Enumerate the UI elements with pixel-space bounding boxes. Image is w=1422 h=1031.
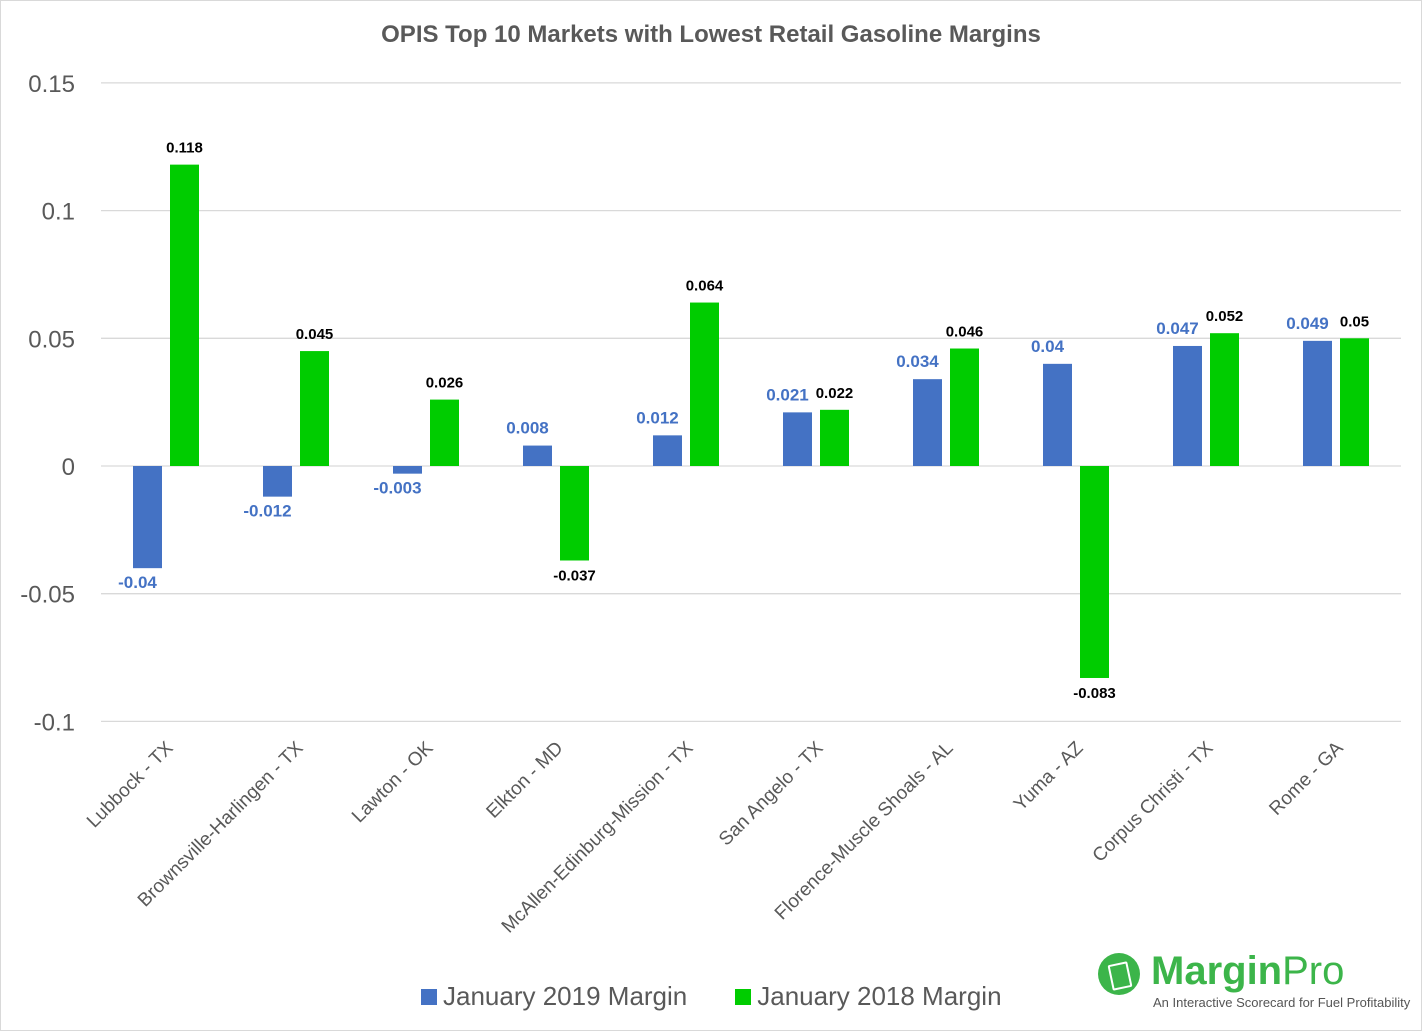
logo-name: MarginPro [1151,949,1345,993]
x-tick-label: Yuma - AZ [1010,737,1088,815]
data-label: 0.026 [426,375,464,392]
data-label: 0.064 [686,278,724,295]
bar-2019 [523,445,552,466]
y-tick-label: 0.1 [42,199,75,226]
data-label: 0.012 [636,408,679,427]
data-label: -0.012 [243,502,291,521]
data-label: 0.046 [946,324,984,341]
bar-2018 [1080,466,1109,678]
bar-2018 [560,466,589,561]
data-label: 0.04 [1031,337,1065,356]
x-tick-label: San Angelo - TX [715,737,828,850]
bar-2019 [393,466,422,474]
data-label: 0.022 [816,385,854,402]
x-tick-label: Lubbock - TX [83,737,178,832]
data-label: -0.083 [1073,685,1116,702]
x-tick-label: Lawton - OK [348,737,438,827]
legend-item-2018: January 2018 Margin [735,981,1002,1012]
data-label: 0.034 [896,352,939,371]
data-label: -0.037 [553,567,596,584]
bar-2018 [820,409,849,466]
x-tick-label: Corpus Christi - TX [1089,737,1218,866]
data-label: 0.118 [166,140,203,157]
legend-label: January 2018 Margin [757,981,1002,1011]
data-label: -0.003 [373,479,421,498]
logo-tagline: An Interactive Scorecard for Fuel Profit… [1153,995,1411,1010]
data-label: 0.047 [1156,319,1199,338]
y-tick-label: -0.05 [20,582,75,609]
money-icon [1098,953,1140,995]
bar-2018 [170,164,199,467]
bar-2018 [430,399,459,466]
data-label: 0.052 [1206,308,1244,325]
bar-2019 [783,412,812,466]
bar-2018 [1340,338,1369,466]
legend-label: January 2019 Margin [443,981,688,1011]
bar-2019 [1303,340,1332,466]
y-tick-label: -0.1 [34,709,75,736]
bar-2019 [913,379,942,466]
data-label: 0.021 [766,385,809,404]
bar-2018 [1210,333,1239,466]
y-tick-label: 0 [62,454,75,481]
chart-title: OPIS Top 10 Markets with Lowest Retail G… [381,21,1041,48]
data-label: -0.04 [118,573,157,592]
bar-2019 [263,466,292,497]
data-label: 0.008 [506,419,549,438]
legend: January 2019 Margin January 2018 Margin [421,981,1002,1012]
legend-swatch [735,988,752,1005]
bar-2019 [1173,345,1202,466]
bar-2019 [653,435,682,466]
data-label: 0.05 [1340,313,1369,330]
bar-2019 [133,466,162,569]
bar-2019 [1043,363,1072,466]
bar-2018 [300,351,329,466]
y-tick-label: 0.05 [28,326,75,353]
data-label: 0.045 [296,326,334,343]
y-tick-label: 0.15 [28,71,75,98]
bar-2018 [690,302,719,466]
marginpro-logo: MarginPro An Interactive Scorecard for F… [1096,949,1421,1019]
legend-item-2019: January 2019 Margin [421,981,687,1012]
x-tick-label: Rome - GA [1265,737,1347,819]
data-label: 0.049 [1286,314,1329,333]
legend-swatch [421,988,437,1005]
x-tick-label: Elkton - MD [483,738,568,823]
bar-2018 [950,348,979,466]
